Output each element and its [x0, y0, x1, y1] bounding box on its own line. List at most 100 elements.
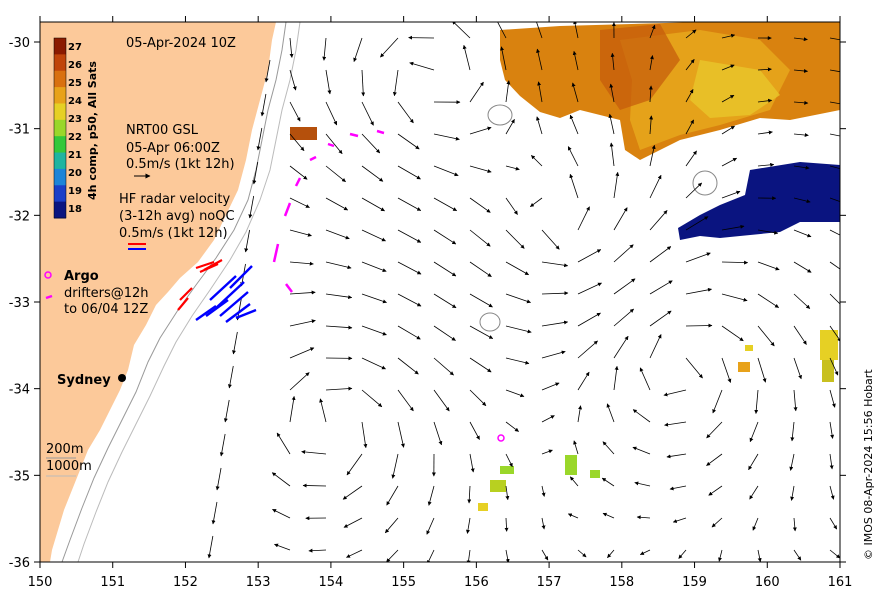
current-vector: [649, 310, 672, 327]
colorbar-swatch: [54, 119, 66, 137]
current-vector: [451, 22, 471, 39]
current-vector: [790, 421, 795, 442]
current-vector: [632, 409, 651, 423]
hf-vector-blue: [195, 305, 217, 321]
current-vector: [752, 517, 759, 531]
current-vector: [829, 293, 840, 308]
colorbar-swatch: [54, 103, 66, 121]
current-vector: [613, 365, 619, 391]
model-scale: 0.5m/s (1kt 12h): [126, 157, 235, 172]
current-vector: [322, 37, 327, 61]
drifter-tracks: [272, 129, 385, 293]
current-vector: [505, 325, 532, 334]
current-vector: [718, 549, 723, 562]
hf-subtitle: (3-12h avg) noQC: [119, 209, 235, 224]
hf-radar-vectors: [177, 259, 257, 323]
current-vector: [577, 371, 590, 391]
current-vector: [541, 485, 546, 497]
current-vector: [264, 59, 271, 83]
current-vector: [361, 165, 384, 182]
seamount-contour: [692, 170, 718, 196]
current-vector: [685, 89, 694, 103]
current-vector: [685, 29, 697, 39]
current-vector: [541, 350, 566, 359]
current-vector: [577, 206, 590, 231]
current-vector: [361, 133, 381, 154]
isobath-legend: 200m 1000m: [46, 442, 92, 477]
current-vector: [685, 323, 713, 328]
current-vector: [469, 81, 484, 103]
current-vector: [397, 293, 422, 307]
current-vector: [289, 197, 310, 208]
current-vector: [721, 224, 745, 231]
current-vector: [536, 48, 543, 71]
current-vector: [541, 449, 553, 455]
current-vector: [505, 293, 531, 304]
colorbar-title: 4h comp, p50, All Sats: [86, 61, 99, 200]
current-vector: [397, 229, 422, 243]
current-vector: [829, 37, 840, 42]
current-vector: [505, 453, 513, 468]
current-vector: [392, 69, 399, 97]
current-vector: [325, 69, 332, 95]
argo-float-marker: [497, 434, 505, 442]
current-vector: [469, 229, 491, 247]
model-current-vectors: [207, 22, 840, 562]
current-vector: [301, 449, 327, 455]
current-vector: [601, 477, 615, 487]
current-vector: [829, 261, 840, 270]
current-vector: [319, 398, 327, 423]
current-vector: [829, 421, 835, 439]
current-vector: [427, 485, 435, 506]
current-vector: [793, 325, 807, 345]
current-vector: [712, 389, 723, 414]
current-vector: [829, 197, 840, 203]
hf-vector-blue: [229, 265, 253, 289]
y-tick-label: -31: [9, 123, 30, 138]
current-vector: [793, 357, 802, 380]
current-vector: [433, 421, 443, 446]
current-vector: [793, 549, 802, 561]
current-vector: [613, 308, 634, 327]
credit-text: © IMOS 08-Apr-2024 15:56 Hobart: [862, 369, 875, 560]
current-vector: [569, 114, 579, 135]
colorbar-tick-label: 22: [68, 132, 82, 143]
current-vector: [469, 389, 487, 406]
hf-radar-legend: HF radar velocity (3-12h avg) noQC 0.5m/…: [119, 192, 235, 250]
current-vector: [361, 389, 383, 408]
current-vector: [227, 365, 234, 389]
sydney-marker: [118, 374, 126, 382]
current-vector: [648, 85, 653, 103]
sst-warm-patch: [290, 22, 840, 160]
current-vector: [530, 197, 543, 207]
current-vector: [573, 440, 579, 455]
current-vector: [748, 453, 759, 471]
current-vector: [757, 293, 779, 308]
y-axis: -30 -31 -32 -33 -34 -35 -36: [9, 36, 846, 571]
current-vector: [613, 207, 628, 231]
x-tick-label: 152: [173, 575, 198, 590]
current-vector: [469, 165, 492, 173]
current-vector: [433, 197, 458, 212]
current-vector: [721, 325, 744, 342]
current-vector: [757, 261, 780, 271]
sst-scattered-pixels: [478, 330, 838, 511]
current-vector: [361, 197, 385, 212]
current-vector: [721, 157, 738, 167]
colorbar-tick-label: 24: [68, 96, 82, 107]
current-vector: [289, 133, 305, 152]
hf-vector-blue: [219, 291, 249, 317]
current-vector: [721, 33, 736, 39]
colorbar-swatch: [54, 70, 66, 88]
sst-cold-patch: [678, 162, 840, 240]
current-vector: [462, 44, 471, 71]
current-vector: [608, 113, 615, 135]
current-vector: [793, 293, 811, 309]
current-vector: [634, 481, 651, 487]
current-vector: [325, 101, 338, 126]
current-vector: [685, 357, 703, 379]
current-vector: [610, 52, 615, 71]
current-vector: [426, 517, 435, 535]
current-vector: [531, 155, 543, 167]
current-vector: [505, 165, 520, 171]
